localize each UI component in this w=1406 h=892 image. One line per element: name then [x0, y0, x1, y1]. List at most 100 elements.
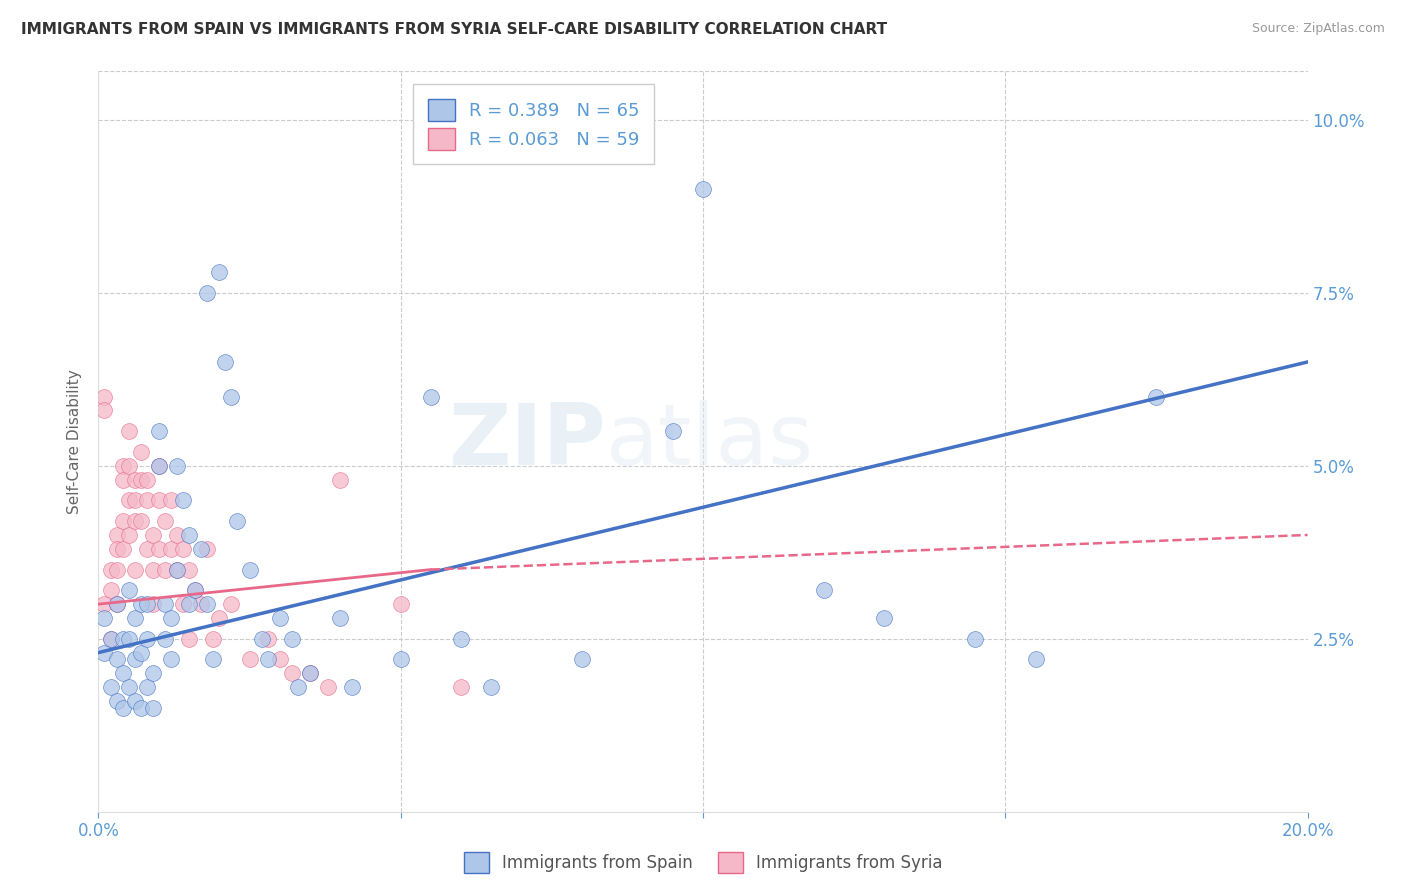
Point — [135, 541, 157, 556]
Point — [172, 541, 194, 556]
Point — [873, 611, 896, 625]
Text: Source: ZipAtlas.com: Source: ZipAtlas.com — [1251, 22, 1385, 36]
Point — [184, 583, 207, 598]
Point — [148, 493, 170, 508]
Point — [179, 563, 201, 577]
Point — [118, 424, 141, 438]
Point — [250, 632, 273, 646]
Point — [281, 632, 304, 646]
Point — [129, 701, 152, 715]
Point — [450, 680, 472, 694]
Point — [124, 473, 146, 487]
Point — [111, 632, 134, 646]
Point — [124, 694, 146, 708]
Point — [148, 424, 170, 438]
Legend: Immigrants from Spain, Immigrants from Syria: Immigrants from Spain, Immigrants from S… — [457, 846, 949, 880]
Point — [160, 652, 183, 666]
Point — [329, 473, 352, 487]
Point — [142, 563, 165, 577]
Point — [172, 493, 194, 508]
Point — [142, 597, 165, 611]
Point — [100, 632, 122, 646]
Point — [571, 652, 593, 666]
Point — [195, 541, 218, 556]
Point — [129, 445, 152, 459]
Point — [166, 563, 188, 577]
Point — [124, 563, 146, 577]
Point — [100, 632, 122, 646]
Point — [148, 541, 170, 556]
Text: IMMIGRANTS FROM SPAIN VS IMMIGRANTS FROM SYRIA SELF-CARE DISABILITY CORRELATION : IMMIGRANTS FROM SPAIN VS IMMIGRANTS FROM… — [21, 22, 887, 37]
Point — [190, 541, 212, 556]
Point — [389, 652, 412, 666]
Point — [105, 528, 128, 542]
Point — [129, 473, 152, 487]
Point — [160, 493, 183, 508]
Text: atlas: atlas — [606, 400, 814, 483]
Point — [226, 514, 249, 528]
Point — [129, 646, 152, 660]
Point — [124, 493, 146, 508]
Point — [118, 528, 141, 542]
Text: ZIP: ZIP — [449, 400, 606, 483]
Point — [142, 701, 165, 715]
Point — [135, 680, 157, 694]
Point — [105, 694, 128, 708]
Point — [105, 597, 128, 611]
Point — [281, 666, 304, 681]
Point — [256, 632, 278, 646]
Point — [160, 541, 183, 556]
Point — [692, 182, 714, 196]
Point — [111, 666, 134, 681]
Point — [450, 632, 472, 646]
Point — [129, 514, 152, 528]
Point — [135, 632, 157, 646]
Point — [153, 563, 176, 577]
Point — [299, 666, 322, 681]
Y-axis label: Self-Care Disability: Self-Care Disability — [67, 369, 83, 514]
Point — [148, 458, 170, 473]
Point — [93, 403, 115, 417]
Point — [118, 680, 141, 694]
Point — [208, 265, 231, 279]
Point — [1024, 652, 1046, 666]
Point — [221, 390, 243, 404]
Point — [221, 597, 243, 611]
Point — [179, 528, 201, 542]
Point — [124, 611, 146, 625]
Point — [93, 390, 115, 404]
Point — [105, 563, 128, 577]
Point — [184, 583, 207, 598]
Point — [813, 583, 835, 598]
Point — [195, 285, 218, 300]
Point — [135, 493, 157, 508]
Point — [661, 424, 683, 438]
Point — [269, 652, 291, 666]
Point — [100, 583, 122, 598]
Point — [111, 514, 134, 528]
Point — [153, 632, 176, 646]
Point — [111, 701, 134, 715]
Point — [135, 597, 157, 611]
Point — [256, 652, 278, 666]
Point — [93, 646, 115, 660]
Point — [142, 528, 165, 542]
Point — [1144, 390, 1167, 404]
Point — [202, 652, 225, 666]
Point — [179, 597, 201, 611]
Point — [93, 597, 115, 611]
Point — [172, 597, 194, 611]
Point — [239, 652, 262, 666]
Point — [93, 611, 115, 625]
Point — [118, 583, 141, 598]
Point — [239, 563, 262, 577]
Point — [166, 528, 188, 542]
Legend: R = 0.389   N = 65, R = 0.063   N = 59: R = 0.389 N = 65, R = 0.063 N = 59 — [413, 84, 654, 164]
Point — [153, 514, 176, 528]
Point — [190, 597, 212, 611]
Point — [100, 563, 122, 577]
Point — [111, 541, 134, 556]
Point — [481, 680, 503, 694]
Point — [142, 666, 165, 681]
Point — [208, 611, 231, 625]
